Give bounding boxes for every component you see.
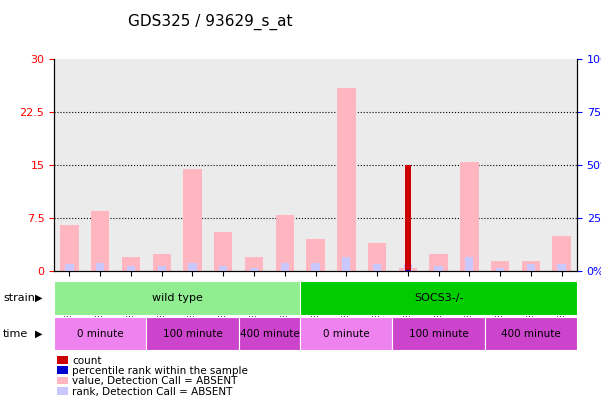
Bar [66, 264, 73, 271]
Text: 0 minute: 0 minute [323, 329, 370, 339]
Text: 0 minute: 0 minute [77, 329, 124, 339]
Bar [300, 317, 392, 350]
Bar [406, 270, 410, 271]
Bar [54, 317, 147, 350]
Bar [219, 266, 227, 271]
Bar [307, 240, 325, 271]
Text: 400 minute: 400 minute [501, 329, 561, 339]
Text: value, Detection Call = ABSENT: value, Detection Call = ABSENT [72, 377, 238, 386]
Bar [392, 317, 484, 350]
Text: SOCS3-/-: SOCS3-/- [414, 293, 463, 303]
Text: strain: strain [3, 293, 35, 303]
Bar [460, 162, 478, 271]
Bar [157, 266, 166, 271]
Bar [183, 169, 202, 271]
Bar [373, 264, 381, 271]
Bar [147, 317, 239, 350]
Text: 100 minute: 100 minute [409, 329, 468, 339]
Bar [491, 261, 509, 271]
Text: 400 minute: 400 minute [240, 329, 299, 339]
Bar [239, 317, 300, 350]
Bar [368, 243, 386, 271]
Bar [465, 257, 474, 271]
Bar [54, 281, 300, 315]
Bar [496, 268, 504, 271]
Bar [122, 257, 140, 271]
Bar [429, 253, 448, 271]
Bar [300, 281, 577, 315]
Bar [56, 356, 68, 364]
Text: rank, Detection Call = ABSENT: rank, Detection Call = ABSENT [72, 387, 233, 396]
Bar [56, 366, 68, 374]
Bar [127, 266, 135, 271]
Bar [404, 165, 411, 271]
Bar [311, 263, 320, 271]
Text: count: count [72, 356, 102, 366]
Bar [398, 268, 417, 271]
Bar [281, 263, 289, 271]
Bar [56, 387, 68, 395]
Bar [250, 268, 258, 271]
Bar [245, 257, 263, 271]
Text: GDS325 / 93629_s_at: GDS325 / 93629_s_at [128, 14, 293, 30]
Bar [552, 236, 571, 271]
Bar [188, 263, 197, 271]
Text: time: time [3, 329, 28, 339]
Bar [404, 264, 412, 271]
Text: wild type: wild type [151, 293, 203, 303]
Bar [558, 264, 566, 271]
Bar [153, 253, 171, 271]
Text: ▶: ▶ [35, 293, 42, 303]
Bar [275, 215, 294, 271]
Text: 100 minute: 100 minute [163, 329, 222, 339]
Bar [484, 317, 577, 350]
Bar [60, 225, 79, 271]
Bar [96, 263, 105, 271]
Text: percentile rank within the sample: percentile rank within the sample [72, 366, 248, 376]
Bar [522, 261, 540, 271]
Bar [526, 264, 535, 271]
Bar [342, 257, 350, 271]
Text: ▶: ▶ [35, 329, 42, 339]
Bar [435, 266, 443, 271]
Bar [91, 211, 109, 271]
Bar [56, 377, 68, 385]
Bar [337, 88, 356, 271]
Bar [214, 232, 233, 271]
